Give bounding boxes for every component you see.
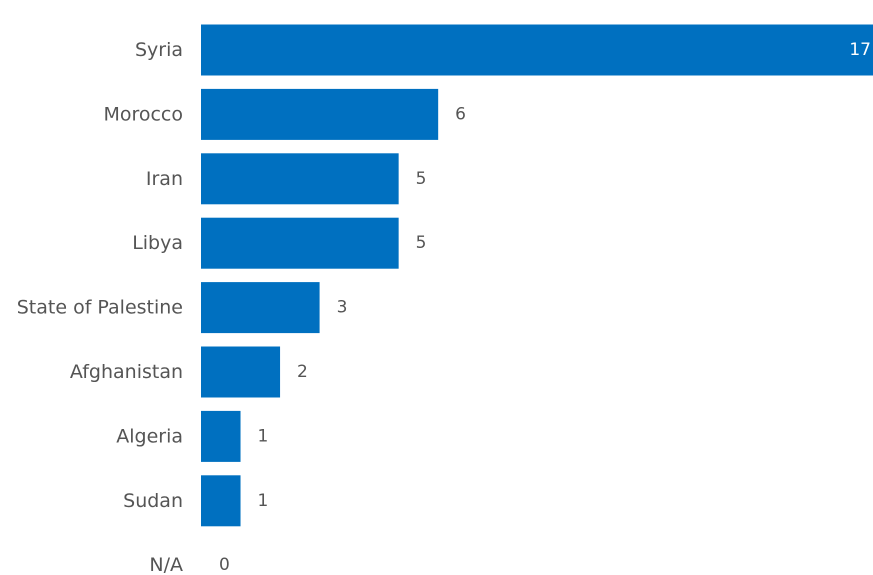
bar-iran [201,153,399,205]
category-label-syria: Syria [135,39,183,61]
category-labels: Syria Morocco Iran Libya State of Palestine A… [17,39,183,575]
category-label-sudan: Sudan [123,490,183,512]
value-label-libya: 5 [416,233,427,253]
bar-state-of-palestine [201,282,320,334]
category-label-n-a: N/A [149,554,183,575]
category-label-state-of-palestine: State of Palestine [17,297,183,319]
bar-syria [201,24,873,76]
bars [201,24,873,527]
category-label-morocco: Morocco [103,103,183,125]
bar-afghanistan [201,346,281,398]
bar-libya [201,217,399,269]
value-labels: 17 6 5 5 3 2 1 1 0 [219,40,871,575]
value-label-afghanistan: 2 [297,362,308,382]
value-label-state-of-palestine: 3 [337,298,348,318]
category-label-libya: Libya [132,232,183,254]
value-label-n-a: 0 [219,555,230,575]
category-label-iran: Iran [146,168,183,190]
value-label-iran: 5 [416,169,427,189]
bar-sudan [201,475,241,527]
value-label-morocco: 6 [455,104,466,124]
bar-morocco [201,88,439,140]
category-label-algeria: Algeria [116,425,183,447]
value-label-syria: 17 [849,40,871,60]
value-label-algeria: 1 [258,426,269,446]
value-label-sudan: 1 [258,491,269,511]
category-label-afghanistan: Afghanistan [70,361,183,383]
bar-algeria [201,410,241,462]
